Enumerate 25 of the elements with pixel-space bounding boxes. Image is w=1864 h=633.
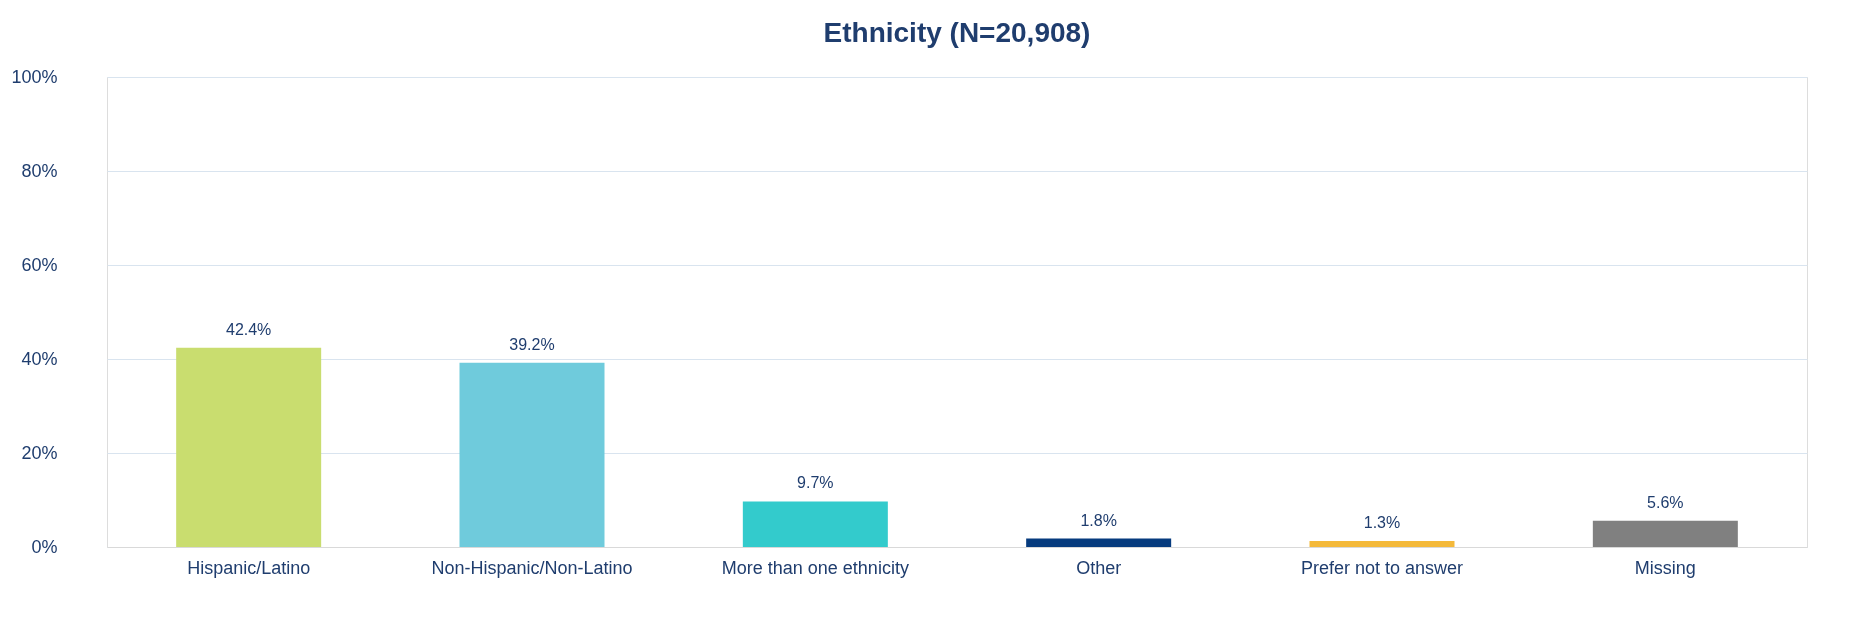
chart-title: Ethnicity (N=20,908) (823, 17, 1091, 48)
x-tick-label: More than one ethnicity (721, 557, 909, 578)
x-tick-label: Missing (1634, 557, 1696, 578)
bar (1026, 538, 1172, 547)
bar (459, 362, 605, 547)
data-label: 1.8% (1080, 511, 1117, 529)
x-tick-label: Hispanic/Latino (187, 557, 311, 578)
x-tick-label: Non-Hispanic/Non-Latino (431, 557, 633, 578)
bar (742, 501, 888, 547)
data-label: 1.3% (1363, 513, 1401, 531)
y-tick-label: 80% (21, 160, 58, 181)
data-label: 42.4% (225, 320, 272, 338)
x-tick-label: Other (1076, 557, 1122, 578)
data-label: 9.7% (797, 474, 834, 492)
y-tick-label: 40% (21, 348, 58, 369)
data-label: 39.2% (509, 335, 555, 353)
y-tick-label: 0% (31, 536, 58, 557)
data-label: 5.6% (1647, 493, 1684, 511)
x-tick-label: Prefer not to answer (1300, 557, 1464, 578)
y-tick-label: 20% (21, 442, 58, 463)
bar (1309, 540, 1455, 547)
bar (1592, 520, 1738, 547)
y-tick-label: 60% (21, 254, 58, 275)
bar (176, 347, 322, 547)
y-tick-label: 100% (11, 66, 58, 87)
